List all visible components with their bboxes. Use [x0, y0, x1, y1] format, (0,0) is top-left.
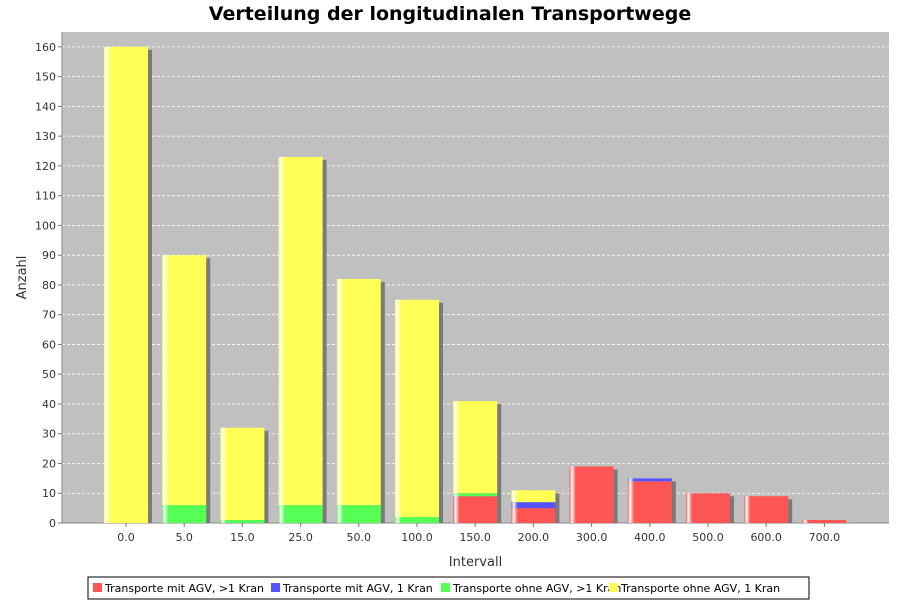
x-tick-label: 150.0	[459, 531, 491, 544]
bar-segment	[162, 505, 207, 523]
y-tick-label: 120	[35, 160, 56, 173]
bar-segment	[453, 400, 498, 494]
y-tick-label: 50	[42, 368, 56, 381]
bar-segment	[453, 493, 498, 497]
legend-swatch	[441, 583, 450, 592]
x-tick-label: 300.0	[576, 531, 608, 544]
y-tick-label: 160	[35, 41, 56, 54]
legend-label: Transporte ohne AGV, 1 Kran	[620, 582, 780, 595]
y-tick-label: 70	[42, 309, 56, 322]
legend-swatch	[271, 583, 280, 592]
x-tick-label: 700.0	[809, 531, 841, 544]
bar-segment	[569, 466, 614, 523]
bar-segment	[104, 46, 148, 524]
legend-swatch	[93, 583, 102, 592]
legend-label: Transporte mit AGV, 1 Kran	[282, 582, 433, 595]
bar-segment	[162, 255, 207, 506]
bar-segment	[511, 508, 556, 523]
legend-label: Transporte ohne AGV, >1 Kran	[452, 582, 621, 595]
y-tick-label: 30	[42, 428, 56, 441]
bar-segment	[511, 490, 556, 503]
y-tick-label: 20	[42, 457, 56, 470]
bar-segment	[453, 496, 498, 523]
x-tick-label: 15.0	[230, 531, 255, 544]
bar-segment	[802, 520, 847, 523]
x-tick-label: 400.0	[634, 531, 666, 544]
y-tick-label: 100	[35, 219, 56, 232]
x-tick-label: 600.0	[750, 531, 782, 544]
x-axis-title: Intervall	[449, 555, 502, 570]
y-axis-title: Anzahl	[15, 256, 30, 300]
bar-segment	[627, 481, 672, 523]
y-tick-label: 0	[49, 517, 56, 530]
x-tick-label: 500.0	[692, 531, 724, 544]
bar-segment	[220, 427, 265, 521]
bar-segment	[686, 493, 730, 523]
bar-segment	[336, 278, 381, 506]
y-tick-label: 90	[42, 249, 56, 262]
bar-segment	[278, 505, 323, 523]
y-tick-label: 40	[42, 398, 56, 411]
y-tick-label: 80	[42, 279, 56, 292]
y-tick-label: 140	[35, 100, 56, 113]
y-tick-label: 150	[35, 71, 56, 84]
legend-swatch	[609, 583, 618, 592]
bar-segment	[220, 520, 265, 523]
x-tick-label: 5.0	[175, 531, 193, 544]
x-tick-label: 0.0	[117, 531, 135, 544]
y-tick-label: 60	[42, 338, 56, 351]
bar-segment	[395, 517, 439, 523]
bar-segment	[511, 502, 556, 509]
bar-segment	[278, 156, 323, 506]
y-tick-label: 10	[42, 487, 56, 500]
legend-label: Transporte mit AGV, >1 Kran	[104, 582, 264, 595]
x-tick-label: 50.0	[347, 531, 372, 544]
y-tick-label: 130	[35, 130, 56, 143]
y-tick-label: 110	[35, 190, 56, 203]
bar-segment	[395, 299, 439, 518]
chart-title: Verteilung der longitudinalen Transportw…	[208, 3, 692, 25]
x-tick-label: 100.0	[401, 531, 433, 544]
x-tick-label: 25.0	[288, 531, 313, 544]
bar-segment	[336, 505, 381, 523]
bar-segment	[627, 478, 672, 482]
x-tick-label: 200.0	[518, 531, 550, 544]
bar-segment	[744, 496, 789, 523]
